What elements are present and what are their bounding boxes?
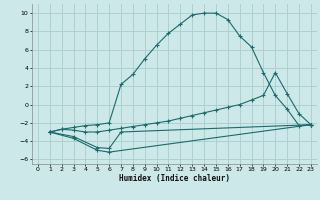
X-axis label: Humidex (Indice chaleur): Humidex (Indice chaleur): [119, 174, 230, 183]
